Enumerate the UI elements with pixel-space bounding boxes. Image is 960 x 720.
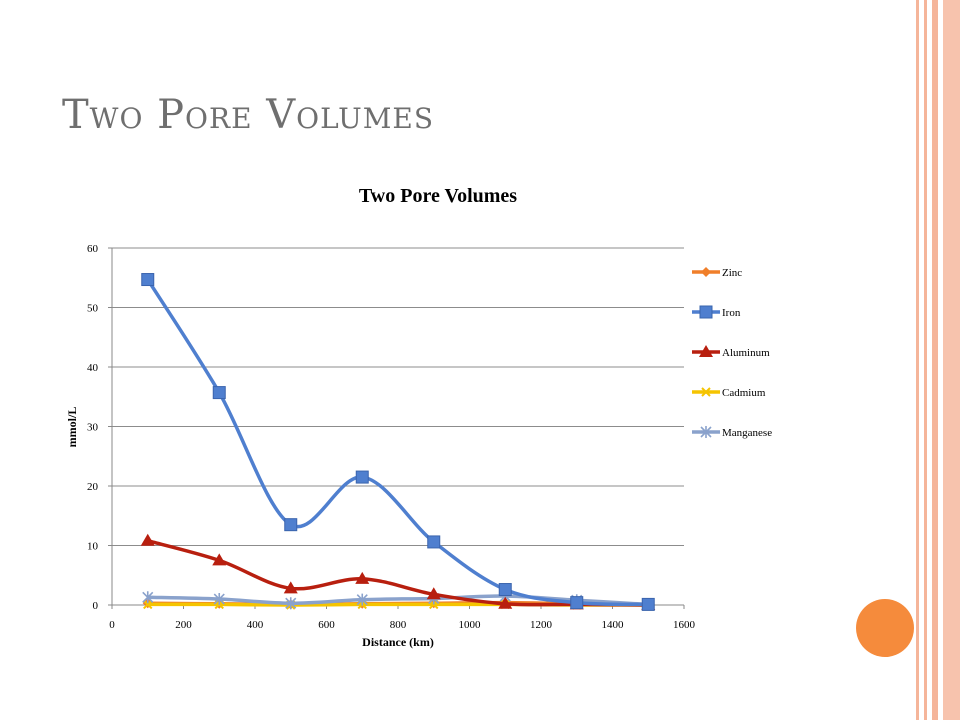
legend-label: Zinc — [722, 267, 742, 279]
data-point — [212, 553, 227, 566]
y-tick-label: 10 — [87, 541, 99, 553]
data-point — [355, 571, 370, 584]
x-tick-label: 0 — [109, 619, 115, 631]
data-point — [498, 583, 512, 597]
legend-item: Cadmium — [692, 387, 766, 399]
x-tick-label: 1600 — [673, 619, 696, 631]
legend-label: Aluminum — [722, 347, 770, 359]
x-tick-label: 1000 — [459, 619, 482, 631]
y-tick-label: 50 — [87, 303, 99, 315]
legend-item: Iron — [692, 305, 741, 319]
data-point — [140, 533, 155, 546]
stripe — [916, 0, 919, 720]
stripe — [932, 0, 938, 720]
data-point — [498, 596, 513, 609]
data-point — [641, 597, 655, 611]
data-point — [142, 591, 154, 604]
y-tick-label: 60 — [87, 243, 99, 255]
legend-label: Cadmium — [722, 387, 766, 399]
legend-item: Zinc — [692, 267, 742, 279]
legend-marker — [699, 305, 713, 319]
x-tick-label: 1400 — [602, 619, 625, 631]
chart-title: Two Pore Volumes — [359, 185, 517, 207]
y-tick-label: 30 — [87, 422, 99, 434]
chart-series — [140, 273, 656, 611]
data-point — [355, 470, 369, 484]
slide-title: Two Pore Volumes — [62, 92, 435, 138]
x-tick-label: 600 — [318, 619, 335, 631]
data-point — [426, 587, 441, 600]
y-tick-label: 0 — [93, 600, 99, 612]
legend-marker — [700, 426, 712, 438]
y-tick-label: 40 — [87, 362, 99, 374]
data-point — [212, 386, 226, 400]
stripe — [924, 0, 927, 720]
data-point — [213, 593, 225, 606]
decorative-stripes — [916, 0, 960, 720]
series-iron — [141, 273, 655, 611]
data-point — [427, 535, 441, 549]
y-axis-label: mmol/L — [65, 407, 79, 448]
y-tick-label: 20 — [87, 481, 99, 493]
data-point — [356, 593, 368, 606]
series-line — [147, 594, 649, 607]
x-tick-label: 800 — [390, 619, 407, 631]
data-point — [284, 518, 298, 532]
x-tick-label: 1200 — [530, 619, 553, 631]
x-axis-label: Distance (km) — [362, 635, 434, 649]
data-point — [285, 597, 297, 610]
series-line — [146, 278, 649, 607]
legend-marker — [701, 387, 711, 397]
data-point — [143, 599, 153, 610]
series-line — [147, 539, 649, 607]
x-tick-label: 200 — [175, 619, 192, 631]
legend-marker — [701, 267, 711, 277]
decorative-circle — [856, 599, 914, 657]
legend-item: Aluminum — [692, 345, 770, 359]
stripe — [943, 0, 960, 720]
legend-marker — [699, 345, 713, 357]
legend-label: Manganese — [722, 427, 772, 439]
data-point — [141, 273, 155, 287]
legend-item: Manganese — [692, 426, 772, 439]
data-point — [283, 581, 298, 594]
chart-legend: Zinc Iron Aluminum Cadmium Manganese — [692, 267, 772, 439]
x-tick-label: 400 — [247, 619, 264, 631]
data-point — [570, 596, 584, 610]
legend-label: Iron — [722, 307, 741, 319]
chart-grid — [112, 247, 684, 606]
